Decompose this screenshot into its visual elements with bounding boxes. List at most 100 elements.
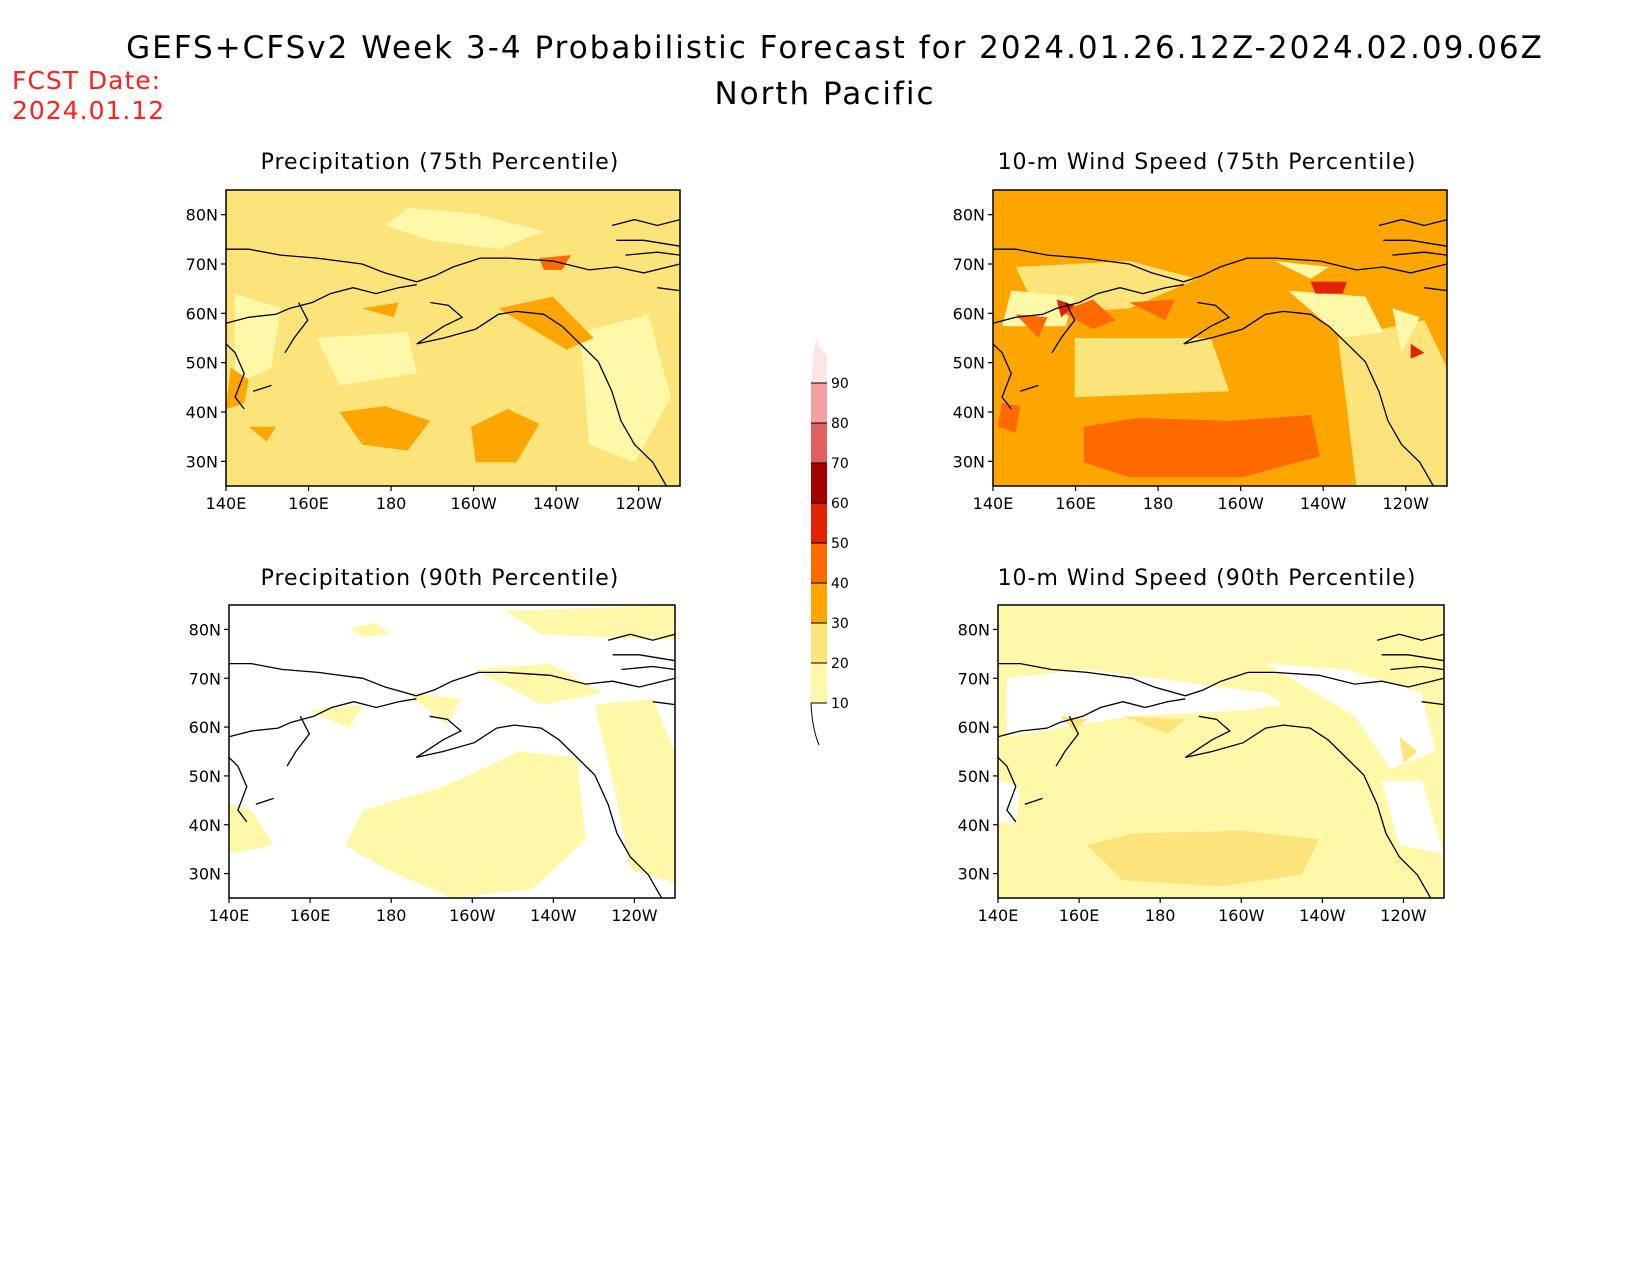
probability-contour-region [505, 605, 675, 641]
lat-tick-label: 50N [958, 767, 990, 786]
panel-title-precip-75: Precipitation (75th Percentile) [260, 150, 620, 175]
probability-contour-region [349, 622, 390, 638]
probability-contour-region [580, 314, 671, 463]
coastline [1024, 797, 1043, 805]
map-panel-wind-90: 140E 160E 180 160W 140W 120W 80N 70N 60N 50N 40N 30… [958, 604, 1445, 925]
probability-contour-region [1274, 261, 1329, 279]
coastline [1184, 715, 1432, 899]
colorbar-segment [811, 383, 827, 423]
coastline [228, 756, 248, 823]
coastline [997, 756, 1017, 823]
lon-tick-label: 140E [978, 906, 1019, 925]
lon-tick-label: 140W [530, 906, 577, 925]
lat-tick-label: 30N [953, 452, 985, 471]
probability-contour-region [1087, 830, 1320, 887]
map-panel-precip-90: 140E 160E 180 160W 140W 120W 80N 70N 60N 50N 40N 30… [189, 604, 676, 925]
colorbar-segment [811, 503, 827, 543]
lon-tick-label: 160W [450, 494, 497, 513]
forecast-date-value: 2024.01.12 [12, 96, 166, 125]
probability-contour-region [1074, 338, 1230, 398]
colorbar-segment [811, 335, 827, 383]
lat-tick-label: 70N [953, 255, 985, 274]
colorbar: 10 20 30 40 50 60 70 80 90 [810, 335, 849, 746]
lon-tick-label: 120W [1383, 494, 1430, 513]
colorbar-label: 80 [831, 416, 849, 432]
colorbar-segment [811, 663, 827, 703]
lon-tick-label: 120W [611, 906, 658, 925]
lat-tick-label: 80N [958, 620, 990, 639]
coastline [992, 343, 1012, 410]
panel-title-wind-75: 10-m Wind Speed (75th Percentile) [997, 150, 1417, 175]
lat-tick-label: 30N [186, 452, 218, 471]
lon-tick-label: 140W [1299, 906, 1346, 925]
lon-tick-label: 140W [533, 494, 580, 513]
lon-tick-label: 160E [1059, 906, 1100, 925]
lon-tick-label: 120W [1380, 906, 1427, 925]
lon-tick-label: 180 [1143, 494, 1174, 513]
region-subtitle: North Pacific [714, 76, 936, 112]
probability-contour-region [539, 255, 571, 270]
lon-tick-label: 160E [290, 906, 331, 925]
coastline [1392, 251, 1448, 256]
colorbar-segment [811, 543, 827, 583]
lon-tick-label: 160E [1055, 494, 1096, 513]
coastline [611, 218, 681, 227]
lat-tick-label: 40N [186, 403, 218, 422]
lat-tick-label: 30N [189, 865, 221, 884]
coastline [1390, 665, 1445, 671]
colorbar-segment [811, 463, 827, 503]
map-frame [992, 189, 1448, 487]
coastline [225, 343, 245, 410]
lat-tick-label: 50N [189, 767, 221, 786]
forecast-date: FCST Date: 2024.01.12 [12, 66, 165, 126]
coastline [284, 302, 309, 354]
coastline [1183, 301, 1434, 487]
lon-tick-label: 160W [1218, 906, 1265, 925]
colorbar-label: 20 [831, 656, 849, 672]
probability-contour-region [1381, 780, 1444, 854]
coastline [1055, 716, 1080, 767]
probability-contour-region [345, 751, 586, 898]
lon-tick-label: 140E [209, 906, 250, 925]
lat-tick-label: 80N [953, 206, 985, 225]
probability-contour-region [229, 804, 274, 854]
probability-contour-region [1265, 663, 1436, 770]
probability-contour-region [1122, 716, 1186, 734]
map-plot-area [992, 190, 1448, 487]
colorbar-label: 50 [831, 536, 849, 552]
lon-tick-label: 180 [1145, 906, 1176, 925]
panel-title-precip-90: Precipitation (90th Percentile) [260, 566, 620, 591]
lon-tick-label: 180 [376, 494, 407, 513]
probability-contour-region [997, 403, 1021, 433]
colorbar-label: 70 [831, 456, 849, 472]
lat-tick-label: 60N [186, 304, 218, 323]
lat-tick-label: 70N [958, 669, 990, 688]
coastline [225, 284, 417, 324]
colorbar-segment [811, 583, 827, 623]
probability-contour-region [471, 409, 540, 463]
lon-tick-label: 120W [616, 494, 663, 513]
probability-contour-region [384, 207, 544, 250]
map-panel-wind-75: 140E 160E 180 160W 140W 120W 80N 70N 60N 50N 40N 30… [953, 189, 1448, 513]
lon-tick-label: 160E [288, 494, 329, 513]
coastline [652, 701, 676, 706]
coastline [621, 665, 676, 671]
coastline [252, 384, 272, 392]
lat-tick-label: 40N [953, 403, 985, 422]
probability-contour-region [1288, 290, 1384, 338]
lon-tick-label: 140W [1300, 494, 1347, 513]
map-plot-area [225, 190, 681, 487]
colorbar-segment [811, 623, 827, 663]
lat-tick-label: 60N [953, 304, 985, 323]
colorbar-label: 30 [831, 616, 849, 632]
coastline [1424, 287, 1448, 292]
probability-contour-region [1410, 343, 1425, 359]
coastline [416, 301, 667, 487]
lon-tick-label: 180 [376, 906, 407, 925]
main-title: GEFS+CFSv2 Week 3-4 Probabilistic Foreca… [126, 30, 1544, 66]
lat-tick-label: 50N [186, 354, 218, 373]
coastline [625, 251, 681, 256]
coastline [1376, 633, 1445, 641]
lon-tick-label: 160W [449, 906, 496, 925]
panel-title-wind-90: 10-m Wind Speed (90th Percentile) [997, 566, 1417, 591]
